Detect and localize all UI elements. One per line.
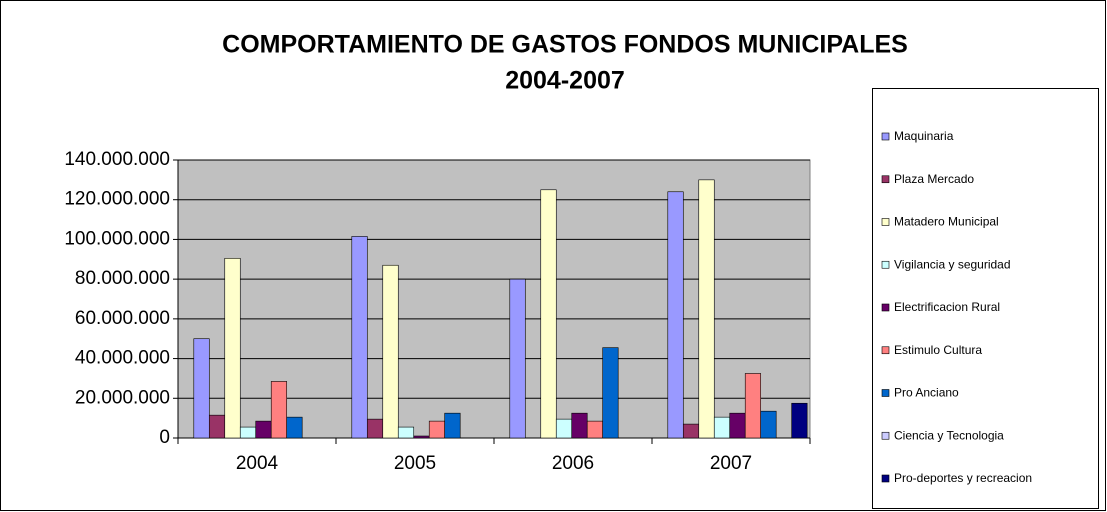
legend-swatch: [881, 218, 890, 226]
legend-label: Ciencia y Tecnologia: [894, 428, 1004, 442]
bar: [397, 426, 415, 439]
x-tick-label: 2007: [710, 453, 752, 474]
legend-swatch: [881, 431, 890, 440]
bar: [193, 338, 210, 439]
legend-label: Matadero Municipal: [894, 215, 999, 229]
legend-swatch: [881, 132, 890, 141]
bar: [540, 189, 557, 439]
bar: [698, 179, 715, 439]
bar: [713, 416, 731, 439]
bar: [667, 191, 684, 439]
bar: [729, 412, 746, 439]
y-tick-label: 60.000.000: [75, 308, 170, 329]
bar: [760, 410, 777, 439]
legend-swatch: [881, 175, 890, 184]
legend-label: Electrificacion Rural: [894, 300, 1000, 314]
legend-label: Plaza Mercado: [894, 172, 974, 186]
bar: [509, 278, 526, 439]
bar: [791, 402, 808, 439]
bar: [286, 416, 303, 439]
y-tick-label: 80.000.000: [75, 268, 170, 289]
legend-label: Maquinaria: [894, 129, 954, 143]
legend-label: Pro Anciano: [894, 386, 959, 400]
bar: [555, 418, 573, 439]
bar: [586, 420, 604, 439]
bar: [744, 373, 762, 439]
x-tick-label: 2005: [394, 453, 436, 474]
chart-title: 2004-2007: [505, 67, 625, 95]
bar: [571, 412, 588, 439]
bar: [351, 236, 368, 439]
bar: [682, 423, 700, 439]
legend-swatch: [881, 346, 890, 355]
y-tick-label: 140.000.000: [64, 149, 170, 170]
x-tick-label: 2004: [236, 453, 279, 474]
legend-swatch: [881, 303, 890, 312]
legend-label: Estimulo Cultura: [894, 343, 982, 357]
bar: [428, 420, 446, 439]
chart-title: COMPORTAMIENTO DE GASTOS FONDOS MUNICIPA…: [222, 31, 908, 59]
y-tick-label: 100.000.000: [64, 228, 170, 249]
legend-swatch: [881, 260, 890, 269]
y-tick-label: 20.000.000: [75, 387, 170, 408]
bar: [413, 435, 430, 439]
legend-swatch: [881, 389, 890, 397]
legend-label: Vigilancia y seguridad: [894, 257, 1011, 271]
legend-swatch: [881, 474, 890, 483]
y-tick-label: 120.000.000: [64, 189, 170, 210]
bar: [270, 381, 288, 439]
y-tick-label: 40.000.000: [75, 348, 170, 369]
bar: [224, 257, 241, 439]
bar: [366, 418, 384, 439]
legend-label: Pro-deportes y recreacion: [894, 471, 1032, 485]
bar: [444, 412, 461, 439]
legend-box: [872, 88, 1099, 509]
bar: [255, 420, 272, 439]
x-tick-label: 2006: [552, 453, 594, 474]
bar: [239, 426, 257, 439]
y-tick-label: 0: [159, 427, 170, 448]
bar: [382, 264, 399, 439]
bar: [208, 414, 226, 439]
bar: [602, 347, 619, 439]
